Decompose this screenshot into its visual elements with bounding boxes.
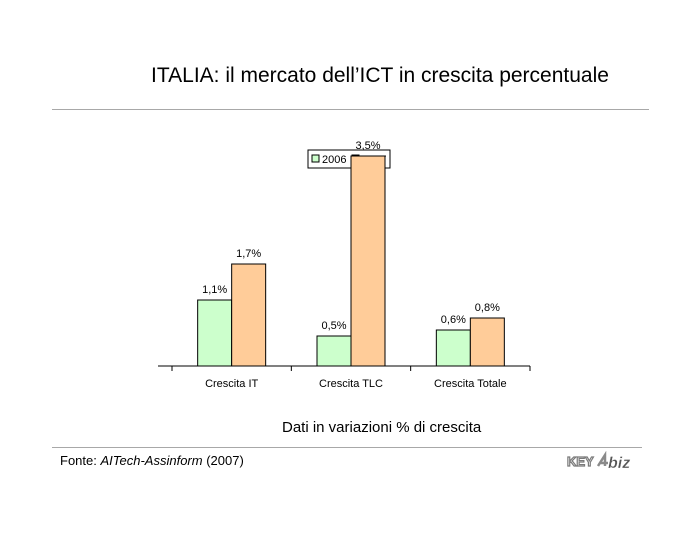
bar-2007-2 xyxy=(469,317,505,367)
key4biz-logo: KEY biz xyxy=(566,450,639,472)
footer-divider xyxy=(52,447,642,448)
chart-caption: Dati in variazioni % di crescita xyxy=(282,419,482,436)
data-label-2006-2: 0,6% xyxy=(441,314,466,326)
svg-text:biz: biz xyxy=(608,455,630,471)
source-prefix: Fonte: xyxy=(60,453,101,468)
bar-2007-1 xyxy=(350,155,386,367)
bar-2007-0 xyxy=(231,263,267,367)
bar-2006-1 xyxy=(316,335,352,367)
svg-text:KEY: KEY xyxy=(567,454,594,469)
data-label-2007-1: 3,5% xyxy=(355,140,380,152)
bar-2006-0 xyxy=(197,299,233,367)
legend-swatch-2006 xyxy=(311,154,320,163)
x-axis-ticks: Crescita IT Crescita TLC Crescita Totale xyxy=(171,366,531,390)
data-label-2006-0: 1,1% xyxy=(202,284,227,296)
tick-label-1: Crescita TLC xyxy=(319,378,383,390)
tick-label-2: Crescita Totale xyxy=(434,378,507,390)
tick-label-0: Crescita IT xyxy=(205,378,258,390)
data-label-2007-0: 1,7% xyxy=(236,248,261,260)
data-label-2007-2: 0,8% xyxy=(475,302,500,314)
page-title: ITALIA: il mercato dell’ICT in crescita … xyxy=(151,64,609,87)
bars-group: 1,1% 1,7% 0,5% 3,5% 0,6% 0,8% xyxy=(197,140,505,367)
bar-2006-2 xyxy=(435,329,471,367)
legend-label-2006: 2006 xyxy=(322,154,346,166)
data-label-2006-1: 0,5% xyxy=(321,320,346,332)
source-note: Fonte: AITech-Assinform (2007) xyxy=(60,453,244,468)
title-divider xyxy=(52,109,649,110)
source-suffix: (2007) xyxy=(202,453,244,468)
source-name: AITech-Assinform xyxy=(100,453,203,468)
